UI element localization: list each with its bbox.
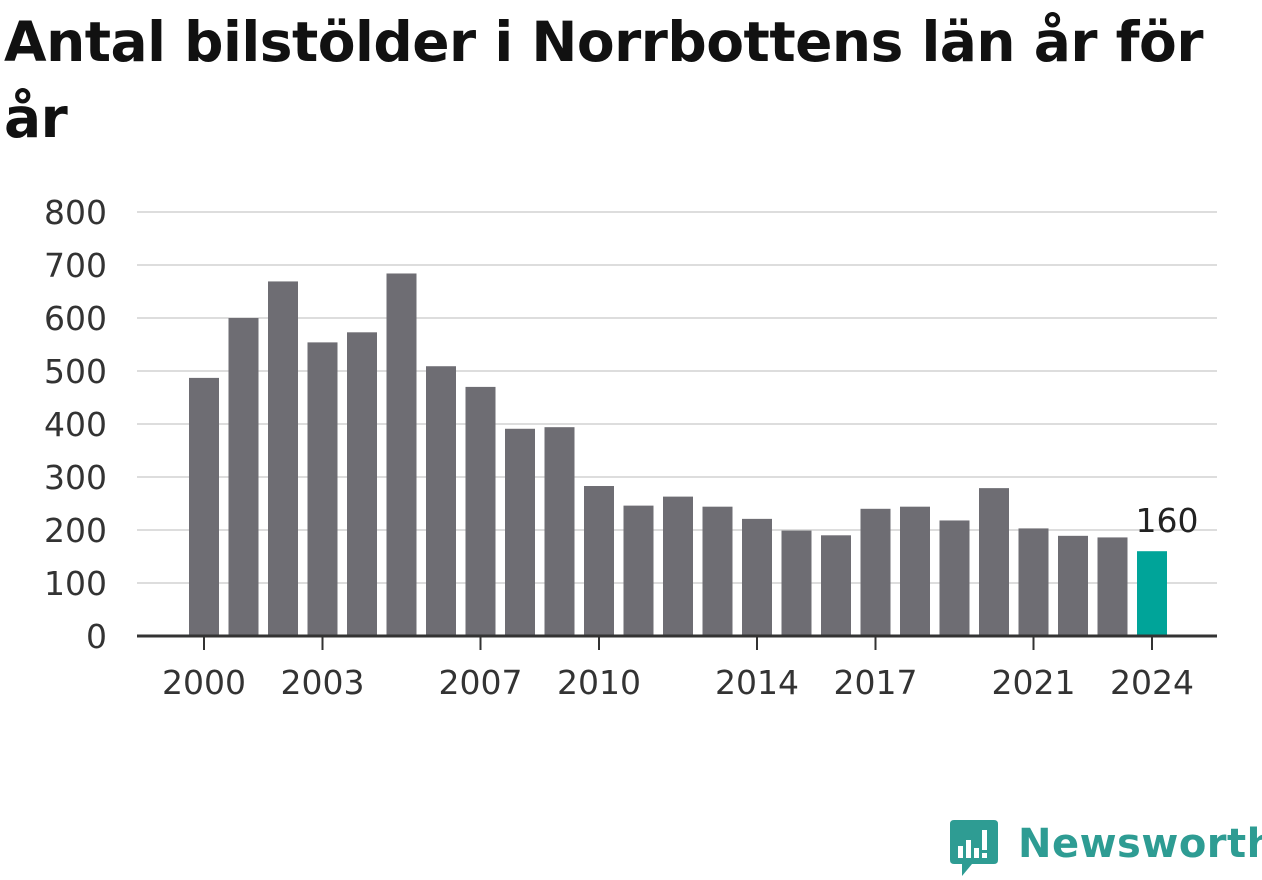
newsworthy-logo-text: Newsworthy xyxy=(1018,821,1262,867)
y-tick-label: 400 xyxy=(44,405,107,444)
y-tick-label: 300 xyxy=(44,458,107,497)
bar-2001 xyxy=(228,318,259,636)
bar-2002 xyxy=(268,281,298,636)
y-tick-label: 100 xyxy=(44,564,107,603)
bar-2004 xyxy=(347,332,377,636)
bar-2012 xyxy=(663,496,693,636)
x-tick-label: 2003 xyxy=(281,663,365,702)
chart-title: Antal bilstölder i Norrbottens län år fö… xyxy=(4,10,1203,150)
bar-2022 xyxy=(1058,535,1088,636)
y-tick-label: 700 xyxy=(44,246,107,285)
bar-2015 xyxy=(781,530,812,636)
x-tick-label: 2000 xyxy=(162,663,246,702)
bar-2007 xyxy=(465,386,496,636)
bar-2018 xyxy=(900,506,930,636)
data-labels: 160 xyxy=(1136,501,1199,540)
bar-2009 xyxy=(544,427,575,636)
bar-2021 xyxy=(1018,528,1049,636)
data-label-2024: 160 xyxy=(1136,501,1199,540)
y-axis-ticks: 0 100 200 300 400 500 600 700 800 xyxy=(44,193,107,656)
bar-2013 xyxy=(702,506,733,636)
bar-2011 xyxy=(623,505,654,636)
bar-2000 xyxy=(189,377,219,636)
y-tick-label: 0 xyxy=(86,617,107,656)
y-tick-label: 600 xyxy=(44,299,107,338)
bar-2017 xyxy=(860,508,891,636)
x-tick-label: 2014 xyxy=(715,663,799,702)
bar-2006 xyxy=(426,366,456,636)
bars xyxy=(189,273,1167,636)
bar-2005 xyxy=(386,273,417,636)
bar-2010 xyxy=(584,486,614,636)
x-axis-ticks: 2000 2003 2007 2010 2014 2017 2021 2024 xyxy=(162,636,1194,702)
y-tick-label: 800 xyxy=(44,193,107,232)
y-tick-label: 200 xyxy=(44,511,107,550)
bar-2008 xyxy=(505,428,535,636)
y-tick-label: 500 xyxy=(44,352,107,391)
x-tick-label: 2010 xyxy=(557,663,641,702)
bar-2014 xyxy=(742,518,772,636)
bar-2016 xyxy=(821,535,851,636)
newsworthy-logo: Newsworthy xyxy=(950,818,1262,878)
x-tick-label: 2017 xyxy=(834,663,918,702)
x-tick-label: 2024 xyxy=(1110,663,1194,702)
bar-2023 xyxy=(1097,537,1128,636)
bar-2024 xyxy=(1137,551,1167,636)
newsworthy-logo-icon xyxy=(950,820,998,876)
bar-2019 xyxy=(939,520,970,636)
bar-2003 xyxy=(307,342,338,636)
x-tick-label: 2021 xyxy=(992,663,1076,702)
x-tick-label: 2007 xyxy=(439,663,523,702)
bar-2020 xyxy=(979,488,1009,636)
